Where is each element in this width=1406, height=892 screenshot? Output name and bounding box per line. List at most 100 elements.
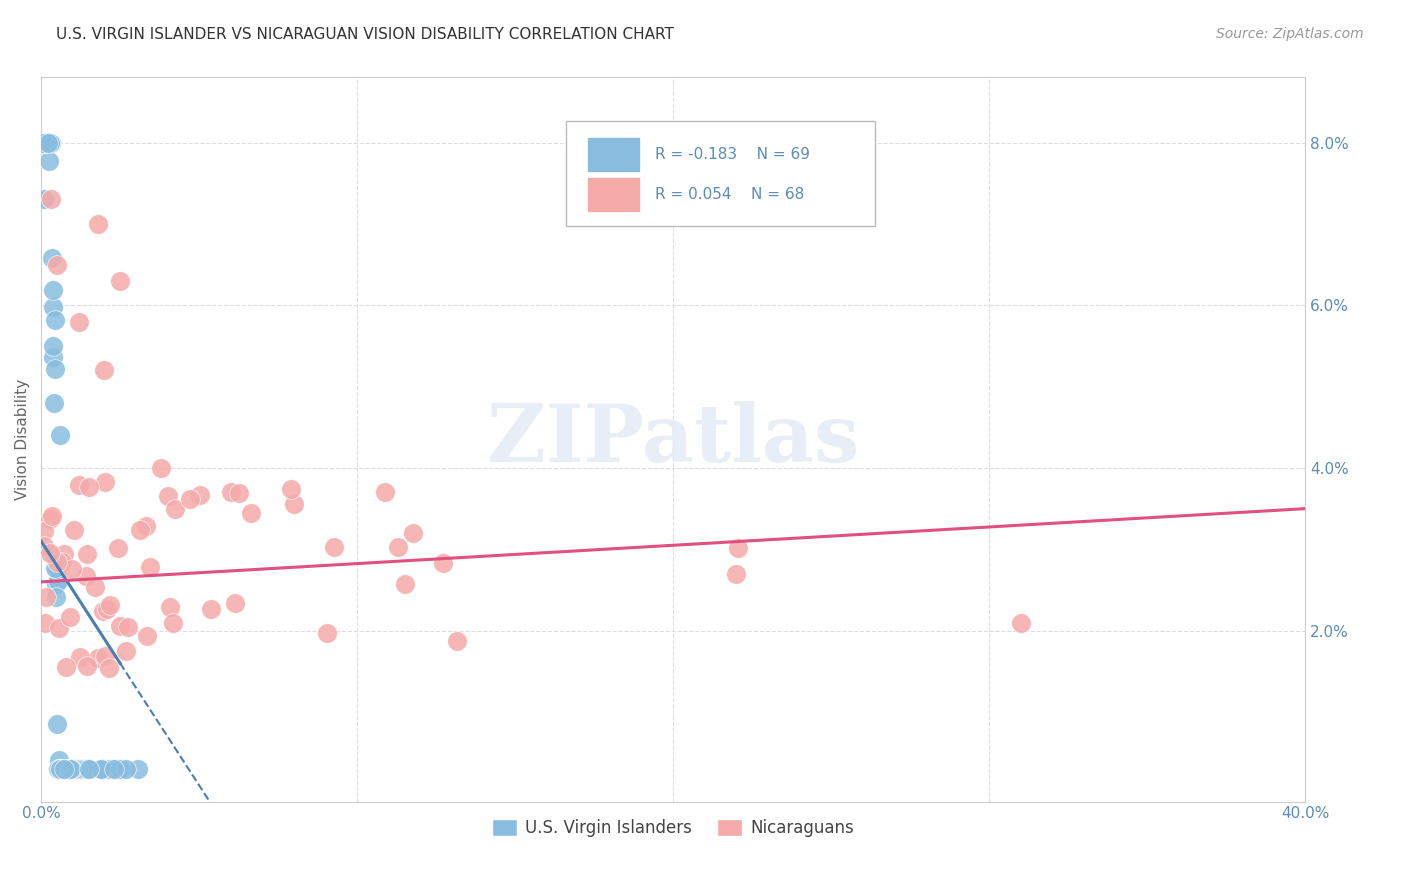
Point	[35, 136, 58, 150]
Point	[727, 541, 749, 555]
Point	[725, 566, 748, 581]
Point	[115, 644, 138, 658]
Point	[108, 762, 131, 776]
Point	[139, 559, 162, 574]
Text: R = -0.183    N = 69: R = -0.183 N = 69	[655, 146, 810, 161]
Point	[39, 136, 62, 150]
Legend: U.S. Virgin Islanders, Nicaraguans: U.S. Virgin Islanders, Nicaraguans	[485, 813, 860, 844]
Point	[39, 512, 62, 526]
Point	[67, 314, 90, 328]
Point	[135, 518, 157, 533]
Text: Source: ZipAtlas.com: Source: ZipAtlas.com	[1216, 27, 1364, 41]
Point	[280, 482, 302, 496]
Point	[127, 762, 149, 776]
Point	[34, 615, 56, 630]
Point	[105, 762, 128, 776]
Point	[38, 136, 60, 150]
Point	[432, 557, 454, 571]
Point	[62, 762, 84, 776]
Point	[49, 762, 72, 776]
Point	[37, 136, 59, 150]
Point	[44, 561, 66, 575]
Point	[55, 762, 77, 776]
Point	[69, 649, 91, 664]
Point	[49, 762, 72, 776]
Point	[39, 136, 62, 150]
Point	[52, 762, 75, 776]
Point	[90, 762, 112, 776]
Point	[44, 312, 66, 326]
Y-axis label: Vision Disability: Vision Disability	[15, 379, 30, 500]
Text: U.S. VIRGIN ISLANDER VS NICARAGUAN VISION DISABILITY CORRELATION CHART: U.S. VIRGIN ISLANDER VS NICARAGUAN VISIO…	[56, 27, 673, 42]
Point	[34, 590, 56, 604]
Point	[34, 136, 56, 150]
Point	[240, 506, 263, 520]
Point	[46, 762, 69, 776]
Point	[32, 193, 55, 207]
Point	[135, 629, 157, 643]
Point	[65, 762, 87, 776]
Point	[60, 762, 83, 776]
Point	[58, 762, 80, 776]
Text: ZIPatlas: ZIPatlas	[486, 401, 859, 478]
Point	[46, 717, 69, 731]
Point	[162, 616, 184, 631]
Point	[32, 539, 55, 553]
Point	[59, 762, 82, 776]
Point	[401, 525, 423, 540]
Point	[41, 300, 63, 314]
Point	[34, 524, 56, 538]
Point	[150, 461, 173, 475]
Point	[200, 601, 222, 615]
Point	[446, 634, 468, 648]
Point	[107, 541, 129, 556]
Point	[87, 217, 110, 231]
Point	[179, 491, 201, 506]
Point	[159, 600, 181, 615]
Point	[67, 762, 90, 776]
Point	[31, 136, 53, 150]
Point	[48, 753, 70, 767]
Point	[38, 136, 60, 150]
Point	[52, 762, 75, 776]
Point	[49, 428, 72, 442]
Point	[97, 661, 120, 675]
Point	[48, 762, 70, 776]
Point	[38, 154, 60, 169]
Point	[75, 569, 97, 583]
Point	[31, 136, 53, 150]
Point	[51, 555, 73, 569]
Point	[55, 659, 77, 673]
Point	[35, 136, 58, 150]
Point	[84, 580, 107, 594]
Point	[97, 762, 120, 776]
Point	[32, 136, 55, 150]
Point	[224, 596, 246, 610]
Point	[45, 562, 67, 576]
Point	[387, 540, 409, 554]
Point	[77, 762, 100, 776]
Point	[44, 361, 66, 376]
Point	[51, 762, 73, 776]
Point	[39, 546, 62, 560]
Point	[219, 485, 242, 500]
Point	[46, 555, 69, 569]
Point	[163, 502, 186, 516]
Point	[42, 339, 65, 353]
Point	[37, 136, 59, 150]
Point	[76, 659, 98, 673]
Point	[46, 574, 69, 589]
Text: R = 0.054    N = 68: R = 0.054 N = 68	[655, 187, 804, 202]
Point	[60, 762, 83, 776]
Point	[98, 598, 121, 612]
Point	[58, 610, 80, 624]
Point	[41, 508, 63, 523]
Point	[103, 762, 125, 776]
Point	[32, 136, 55, 150]
Point	[93, 605, 115, 619]
Point	[60, 562, 83, 576]
Point	[37, 136, 59, 150]
Point	[394, 576, 416, 591]
Point	[44, 550, 66, 565]
FancyBboxPatch shape	[565, 121, 876, 226]
